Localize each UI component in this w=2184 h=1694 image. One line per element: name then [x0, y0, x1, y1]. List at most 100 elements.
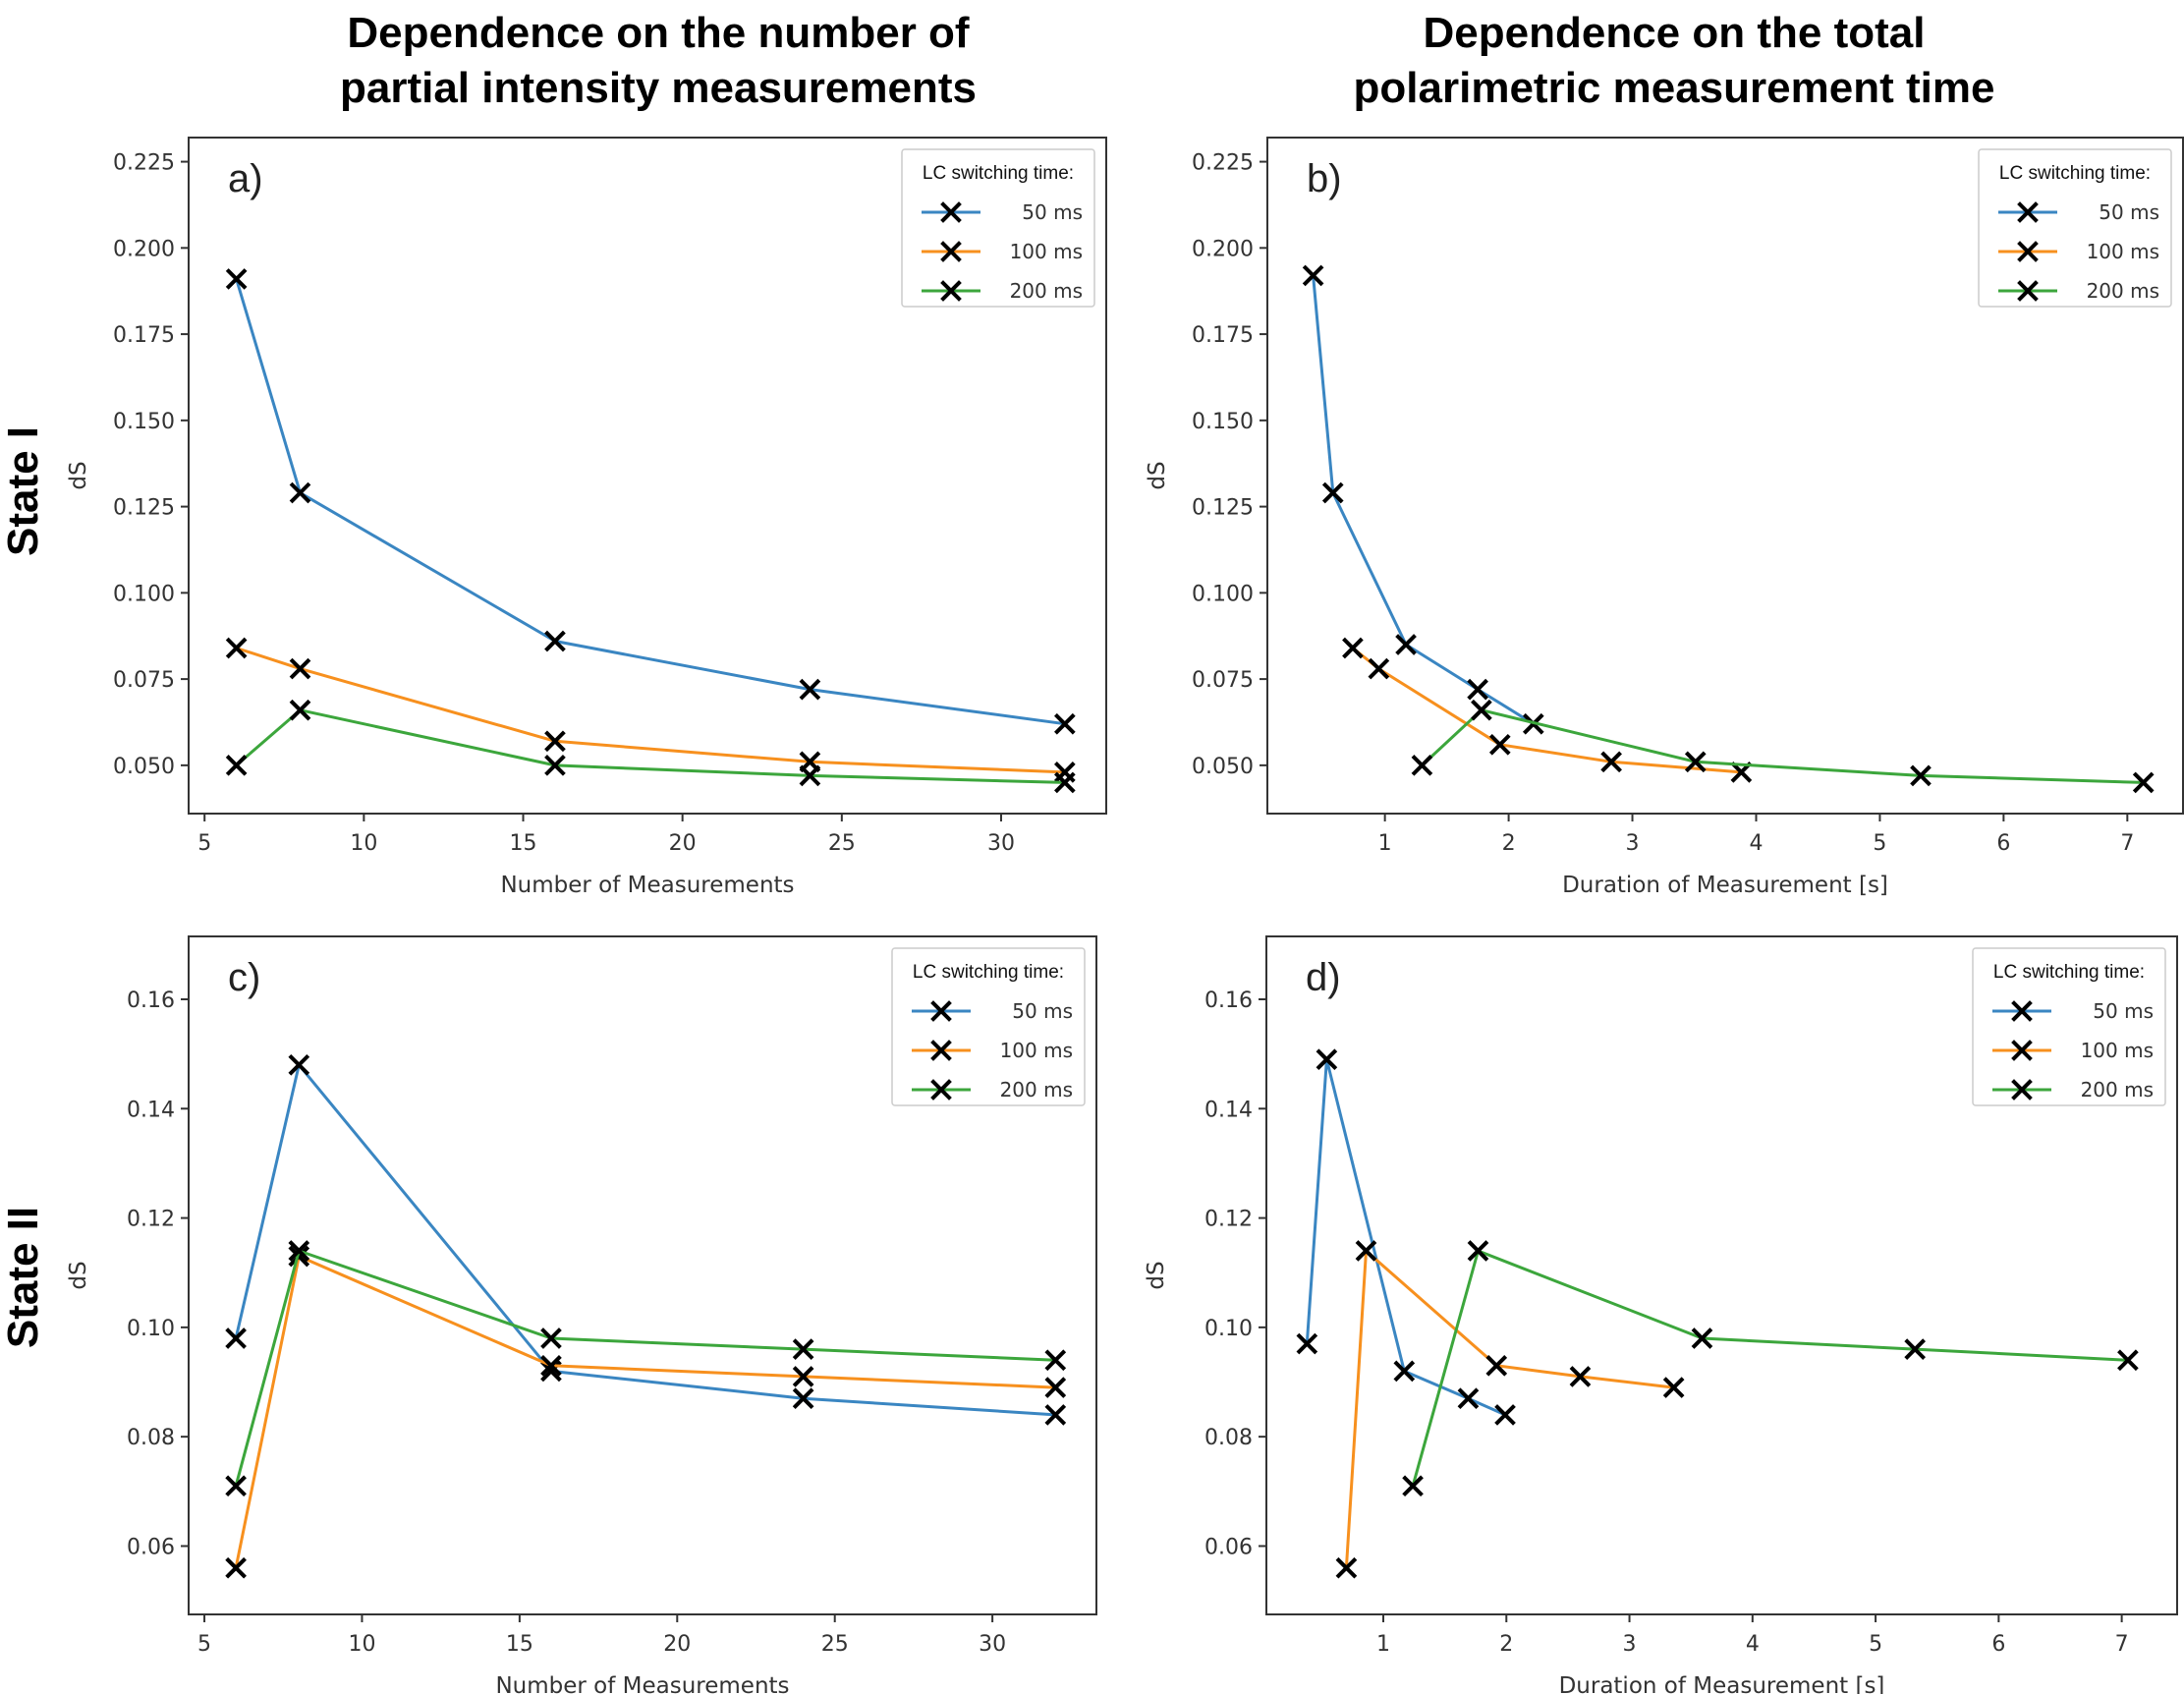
x-tick-label-d: 1 — [1376, 1632, 1390, 1657]
data-point-marker-c — [540, 1327, 562, 1349]
data-point-marker-d — [1457, 1387, 1480, 1410]
data-point-marker-d — [1904, 1338, 1926, 1360]
row-title-state-2: State II — [0, 1207, 47, 1348]
x-tick-label-c: 5 — [197, 1632, 211, 1657]
y-tick-label-c: 0.14 — [127, 1098, 175, 1122]
series-line-0-a — [235, 278, 1066, 726]
chart-panel-a: 5 10 15 20 25 30 0.050 0.075 0.100 0.125 0.150 0.17… — [66, 137, 1107, 898]
y-tick-label-d: 0.06 — [1204, 1535, 1253, 1559]
series-line-0-c — [234, 1063, 1056, 1417]
data-point-marker-c — [792, 1387, 814, 1410]
legend-marker-1-b — [2017, 241, 2039, 262]
y-tick-label-c: 0.08 — [127, 1426, 175, 1450]
y-tick-label-b: 0.100 — [1192, 582, 1254, 606]
x-tick-label-c: 20 — [663, 1632, 691, 1657]
data-point-marker-c — [1044, 1349, 1067, 1372]
x-tick-label-b: 7 — [2120, 831, 2134, 856]
y-tick-label-c: 0.16 — [127, 988, 175, 1013]
x-tick-label-b: 6 — [1996, 831, 2010, 856]
plot-frame-c — [188, 935, 1097, 1615]
data-point-marker-d — [1335, 1556, 1358, 1579]
data-point-marker-b — [1342, 637, 1364, 659]
legend-label-2-b: 200 ms — [2087, 279, 2159, 303]
data-point-marker-b — [1684, 751, 1707, 773]
data-point-marker-c — [1044, 1404, 1067, 1426]
data-point-marker-b — [1368, 657, 1390, 680]
y-tick-label-a: 0.100 — [113, 582, 175, 606]
x-tick-label-b: 4 — [1749, 831, 1763, 856]
data-point-marker-a — [544, 730, 566, 753]
legend-title-a: LC switching time: — [923, 163, 1074, 184]
data-point-marker-a — [1054, 712, 1076, 735]
legend-marker-1-a — [940, 241, 962, 262]
data-point-marker-c — [1044, 1377, 1067, 1398]
legend-label-0-c: 50 ms — [1012, 999, 1073, 1023]
y-tick-label-d: 0.16 — [1204, 988, 1253, 1013]
x-tick-label-b: 5 — [1873, 831, 1886, 856]
data-point-marker-c — [540, 1354, 562, 1377]
data-point-marker-c — [288, 1240, 310, 1262]
y-tick-label-c: 0.06 — [127, 1535, 175, 1559]
legend-label-2-a: 200 ms — [1010, 279, 1083, 303]
data-point-marker-a — [289, 657, 311, 680]
y-tick-label-a: 0.225 — [113, 151, 175, 176]
column-title-left-line1: Dependence on the number of — [347, 9, 970, 57]
data-point-marker-d — [1393, 1360, 1416, 1383]
x-tick-label-d: 6 — [1991, 1632, 2005, 1657]
series-line-2-a — [235, 708, 1065, 784]
legend-box-c — [891, 947, 1086, 1106]
x-tick-label-a: 30 — [987, 831, 1015, 856]
x-tick-label-a: 5 — [197, 831, 211, 856]
data-point-marker-b — [1471, 699, 1492, 721]
x-axis-label-c: Number of Measurements — [495, 1673, 789, 1694]
data-point-marker-c — [225, 1556, 247, 1579]
legend-label-2-c: 200 ms — [1000, 1078, 1073, 1101]
data-point-marker-a — [799, 678, 821, 701]
x-axis-label-d: Duration of Measurement [s] — [1559, 1673, 1885, 1694]
y-tick-label-d: 0.12 — [1204, 1208, 1253, 1232]
data-point-marker-b — [1321, 481, 1344, 504]
data-point-marker-a — [225, 637, 248, 659]
data-point-marker-d — [1296, 1332, 1318, 1355]
legend-title-b: LC switching time: — [1999, 163, 2151, 184]
data-point-marker-a — [225, 268, 248, 290]
y-axis-label-c: dS — [66, 1261, 91, 1289]
data-point-marker-b — [2132, 771, 2155, 794]
panel-label-a: a) — [228, 157, 263, 200]
x-tick-label-c: 15 — [506, 1632, 533, 1657]
data-point-marker-c — [225, 1475, 247, 1497]
data-point-marker-a — [799, 751, 821, 773]
legend-marker-0-d — [2011, 1000, 2033, 1022]
legend-box-b — [1978, 148, 2172, 308]
data-point-marker-c — [225, 1327, 247, 1349]
panel-label-b: b) — [1307, 157, 1342, 200]
y-axis-label-d: dS — [1144, 1261, 1169, 1289]
y-tick-label-b: 0.075 — [1192, 668, 1254, 693]
y-tick-label-a: 0.075 — [113, 668, 175, 693]
legend-title-c: LC switching time: — [913, 962, 1064, 983]
data-point-marker-b — [1488, 733, 1511, 756]
data-point-marker-d — [1569, 1366, 1592, 1387]
y-tick-label-b: 0.125 — [1192, 496, 1254, 521]
y-tick-label-a: 0.125 — [113, 496, 175, 521]
x-axis-label-a: Number of Measurements — [500, 873, 794, 898]
data-point-marker-a — [289, 699, 311, 721]
plot-frame-b — [1266, 137, 2184, 815]
y-axis-label-b: dS — [1145, 461, 1170, 489]
x-tick-label-a: 10 — [350, 831, 377, 856]
chart-panel-d: 1 2 3 4 5 6 7 0.06 0.08 0.10 0.12 0.14 0.16 Duration … — [1144, 935, 2178, 1694]
data-point-marker-a — [289, 481, 311, 504]
x-tick-label-d: 5 — [1869, 1632, 1882, 1657]
data-point-marker-d — [1494, 1404, 1516, 1426]
data-point-marker-d — [1355, 1240, 1377, 1262]
plot-frame-d — [1265, 935, 2178, 1615]
series-line-0-d — [1305, 1057, 1506, 1417]
data-point-marker-b — [1411, 755, 1433, 776]
chart-panel-b: 1 2 3 4 5 6 7 0.050 0.075 0.100 0.125 0.150 0.175 0.2… — [1145, 137, 2184, 898]
legend-label-1-b: 100 ms — [2087, 240, 2159, 263]
y-tick-label-a: 0.200 — [113, 237, 175, 261]
legend-marker-0-a — [940, 201, 962, 223]
x-tick-label-b: 1 — [1378, 831, 1392, 856]
data-point-marker-c — [792, 1366, 814, 1387]
